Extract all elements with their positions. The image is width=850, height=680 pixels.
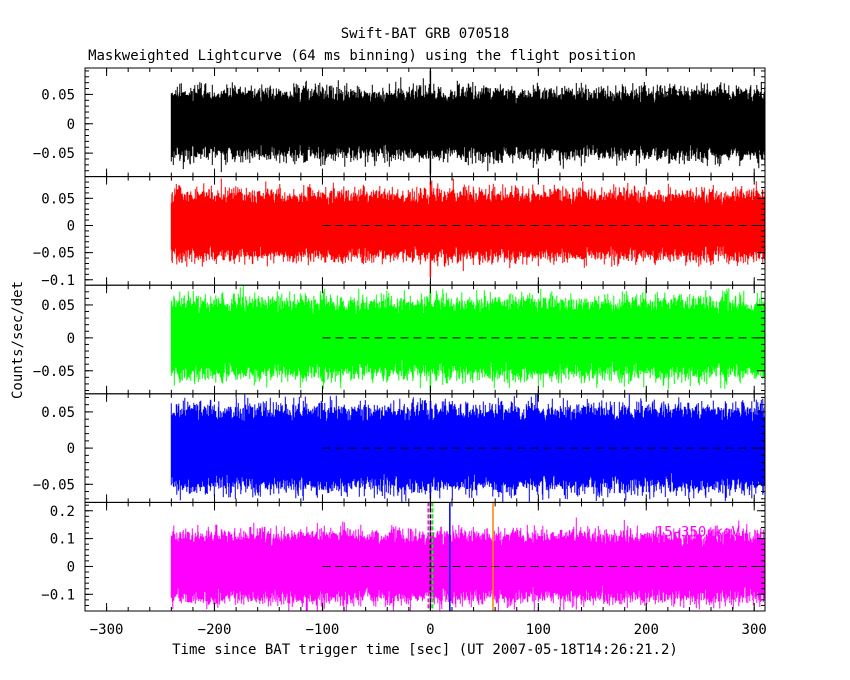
panel-data (171, 393, 765, 505)
xtick-label: −100 (306, 622, 340, 638)
panel-3: 0.05 0 −0.05 100-350 keV (33, 393, 765, 505)
ytick-label: 0.2 (50, 504, 75, 520)
series-3-noise (171, 393, 765, 505)
panel-data (171, 179, 765, 278)
ytick-label: −0.05 (33, 364, 75, 380)
panels-group: 0.05 0 −0.05 15-25 keV 0.05 0 −0.05 −0.1 25-50 k… (33, 68, 765, 613)
ytick-label: −0.1 (41, 587, 75, 603)
panel-0: 0.05 0 −0.05 15-25 keV (33, 68, 765, 177)
ytick-label: 0.05 (41, 191, 75, 207)
ytick-label: 0.1 (50, 532, 75, 548)
ytick-label: 0.05 (41, 298, 75, 314)
ytick-label: −0.05 (33, 146, 75, 162)
ytick-label: −0.05 (33, 246, 75, 262)
ytick-label: −0.1 (41, 273, 75, 289)
xtick-label: −300 (90, 622, 124, 638)
ytick-label: 0.05 (41, 405, 75, 421)
band-label: 25-50 keV (664, 199, 740, 215)
panel-4: 0.2 0.1 0 −0.1 15-350 keV (41, 502, 765, 613)
band-label: 100-350 keV (647, 416, 740, 432)
x-axis-ticks: −300 −200 −100 0 100 200 300 (90, 622, 767, 638)
band-label: 15-25 keV (664, 90, 740, 106)
band-label: 15-350 keV (656, 524, 741, 540)
series-1-noise (171, 179, 765, 272)
xtick-label: 100 (526, 622, 551, 638)
y-axis-label: Counts/sec/det (10, 281, 26, 399)
ytick-label: 0 (67, 441, 75, 457)
ytick-label: 0.05 (41, 87, 75, 103)
band-label: 50-100 keV (656, 307, 741, 323)
x-axis-label: Time since BAT trigger time [sec] (UT 20… (172, 642, 678, 658)
panel-2: 0.05 0 −0.05 50-100 keV (33, 285, 765, 394)
ytick-label: 0 (67, 559, 75, 575)
panel-data (171, 71, 765, 174)
xtick-label: 0 (426, 622, 434, 638)
ytick-label: −0.05 (33, 477, 75, 493)
chart-subtitle: Maskweighted Lightcurve (64 ms binning) … (88, 48, 636, 64)
ytick-label: 0 (67, 331, 75, 347)
series-2-noise (171, 285, 765, 389)
ytick-label: 0 (67, 117, 75, 133)
xtick-label: 200 (634, 622, 659, 638)
xtick-label: 300 (742, 622, 767, 638)
ytick-label: 0 (67, 218, 75, 234)
chart-title: Swift-BAT GRB 070518 (341, 26, 510, 42)
panel-1: 0.05 0 −0.05 −0.1 25-50 keV (33, 177, 765, 289)
xtick-label: −200 (198, 622, 232, 638)
